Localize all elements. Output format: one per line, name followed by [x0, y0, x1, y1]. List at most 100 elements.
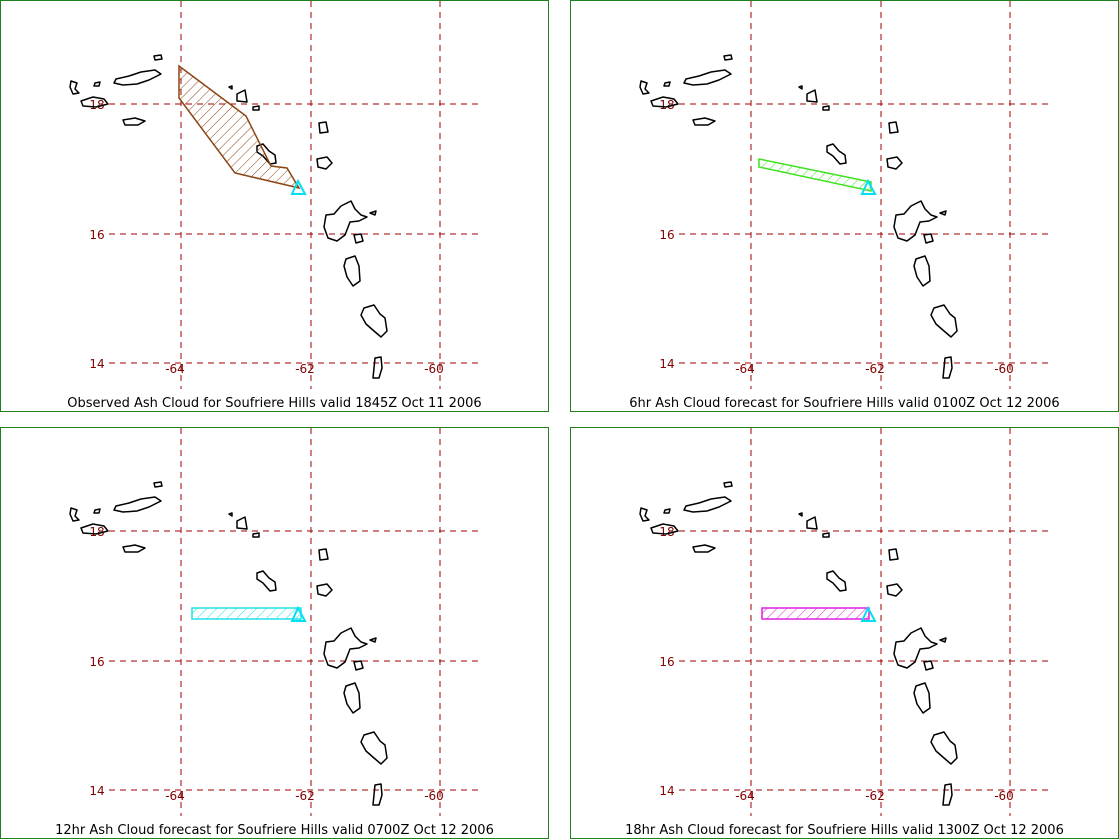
caption-18hr: 18hr Ash Cloud forecast for Soufriere Hi…	[625, 823, 1064, 838]
island-outline	[798, 512, 803, 517]
latitude-label: 14	[89, 357, 104, 371]
island-outline	[353, 660, 364, 671]
longitude-label: -64	[735, 362, 755, 376]
island-outline	[692, 544, 716, 553]
island-outline	[806, 89, 818, 103]
island-outline	[228, 85, 233, 90]
island-outline	[318, 121, 329, 134]
island-outline	[930, 731, 958, 765]
island-outline	[683, 496, 732, 513]
island-outline	[228, 512, 233, 517]
latitude-label: 14	[659, 784, 674, 798]
latitude-label: 18	[89, 98, 104, 112]
lat-lon-grid	[679, 428, 1051, 816]
map-observed: 18 16 14 -64 -62 -60	[69, 1, 481, 389]
island-outline	[369, 637, 377, 643]
island-outline	[923, 233, 934, 244]
panel-6hr: 18 16 14 -64 -62 -60 6hr Ash Cloud forecast f…	[570, 0, 1119, 412]
volcano-marker-icon	[290, 178, 307, 195]
lat-lon-grid	[679, 1, 1051, 389]
island-outline	[80, 96, 109, 108]
island-outline	[343, 255, 361, 287]
map-18hr: 18 16 14 -64 -62 -60	[639, 428, 1051, 816]
island-outline	[942, 356, 953, 379]
island-outline	[93, 81, 101, 87]
ash-cloud-area	[191, 607, 302, 620]
island-outline	[353, 233, 364, 244]
caption-observed: Observed Ash Cloud for Soufriere Hills v…	[67, 396, 482, 411]
island-outline	[639, 80, 650, 95]
island-outline	[923, 660, 934, 671]
island-outline	[80, 523, 109, 535]
longitude-label: -60	[994, 362, 1014, 376]
island-outline	[360, 731, 388, 765]
island-outline	[318, 548, 329, 561]
volcano-marker-icon	[290, 605, 307, 622]
lat-lon-grid	[109, 1, 481, 389]
coastlines	[639, 54, 958, 379]
island-outline	[69, 80, 80, 95]
island-outline	[806, 516, 818, 530]
island-outline	[316, 156, 333, 170]
island-outline	[236, 89, 248, 103]
island-outline	[639, 507, 650, 522]
island-outline	[252, 532, 260, 538]
longitude-label: -60	[424, 362, 444, 376]
island-outline	[913, 255, 931, 287]
island-outline	[323, 200, 368, 242]
island-outline	[888, 548, 899, 561]
longitude-label: -64	[165, 362, 185, 376]
island-outline	[886, 156, 903, 170]
island-outline	[93, 508, 101, 514]
island-outline	[153, 54, 163, 61]
island-outline	[252, 105, 260, 111]
island-outline	[316, 583, 333, 597]
ash-cloud-area	[758, 158, 872, 192]
island-outline	[930, 304, 958, 338]
latitude-label: 14	[659, 357, 674, 371]
latitude-label: 18	[659, 525, 674, 539]
latitude-label: 16	[659, 655, 674, 669]
island-outline	[256, 570, 277, 592]
island-outline	[723, 481, 733, 488]
volcano-marker-icon	[860, 178, 877, 195]
coastlines	[69, 54, 388, 379]
island-outline	[372, 783, 383, 806]
island-outline	[942, 783, 953, 806]
island-outline	[343, 682, 361, 714]
map-6hr: 18 16 14 -64 -62 -60	[639, 1, 1051, 389]
latitude-label: 18	[659, 98, 674, 112]
island-outline	[663, 81, 671, 87]
panel-12hr: 18 16 14 -64 -62 -60 12hr Ash Cloud forecast …	[0, 427, 549, 839]
longitude-label: -60	[424, 789, 444, 803]
latitude-label: 18	[89, 525, 104, 539]
island-outline	[236, 516, 248, 530]
panel-18hr: 18 16 14 -64 -62 -60 18hr Ash Cloud forecast …	[570, 427, 1119, 839]
island-outline	[650, 523, 679, 535]
caption-6hr: 6hr Ash Cloud forecast for Soufriere Hil…	[629, 396, 1060, 411]
lat-lon-grid	[109, 428, 481, 816]
island-outline	[888, 121, 899, 134]
island-outline	[893, 200, 938, 242]
latitude-label: 16	[659, 228, 674, 242]
island-outline	[650, 96, 679, 108]
island-outline	[886, 583, 903, 597]
latitude-label: 14	[89, 784, 104, 798]
island-outline	[69, 507, 80, 522]
island-outline	[113, 496, 162, 513]
island-outline	[153, 481, 163, 488]
caption-12hr: 12hr Ash Cloud forecast for Soufriere Hi…	[55, 823, 494, 838]
longitude-label: -64	[165, 789, 185, 803]
island-outline	[939, 210, 947, 216]
longitude-label: -64	[735, 789, 755, 803]
ash-cloud-area	[761, 607, 870, 620]
longitude-label: -62	[295, 362, 315, 376]
latitude-label: 16	[89, 228, 104, 242]
panel-observed: 18 16 14 -64 -62 -60 Observed Ash Cloud for S…	[0, 0, 549, 412]
island-outline	[822, 105, 830, 111]
island-outline	[122, 117, 146, 126]
island-outline	[113, 69, 162, 86]
island-outline	[369, 210, 377, 216]
longitude-label: -62	[865, 789, 885, 803]
island-outline	[372, 356, 383, 379]
